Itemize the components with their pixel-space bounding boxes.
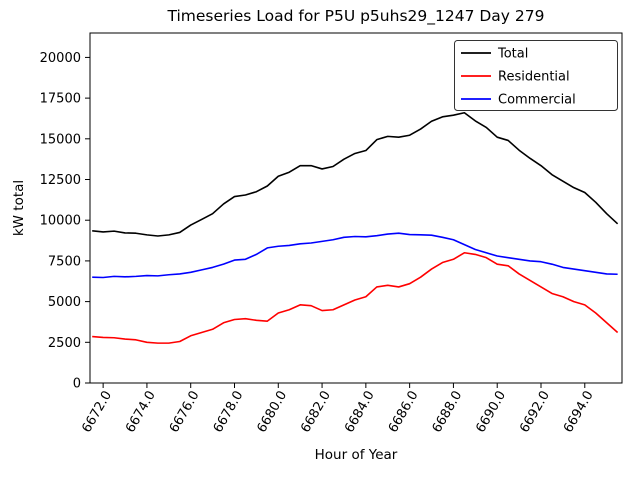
y-tick-label: 12500 [40,173,81,188]
legend-label-commercial: Commercial [498,93,576,108]
y-tick-label: 20000 [40,51,81,66]
y-tick-label: 5000 [48,295,81,310]
x-tick-label: 6688.0 [430,389,466,436]
chart-title: Timeseries Load for P5U p5uhs29_1247 Day… [167,7,545,26]
x-tick-label: 6684.0 [342,389,378,436]
series-line-commercial [92,232,618,279]
y-tick-label: 17500 [40,92,81,107]
y-tick-label: 2500 [48,336,81,351]
x-tick-label: 6672.0 [79,389,115,436]
x-tick-label: 6686.0 [386,389,422,436]
x-tick-label: 6678.0 [211,389,247,436]
series-line-total [92,111,619,237]
x-tick-label: 6674.0 [123,389,159,436]
x-tick-label: 6682.0 [298,389,334,436]
x-tick-label: 6680.0 [254,389,290,436]
y-tick-label: 15000 [40,132,81,147]
legend-label-residential: Residential [498,70,570,85]
x-axis-label: Hour of Year [315,447,398,463]
y-tick-label: 10000 [40,214,81,229]
y-axis-label: kW total [11,180,27,236]
y-tick-label: 7500 [48,254,81,269]
x-tick-label: 6676.0 [167,389,203,436]
x-tick-label: 6690.0 [473,389,509,436]
series-line-residential [92,251,619,344]
x-tick-label: 6692.0 [517,389,553,436]
y-tick-label: 0 [73,377,81,392]
x-tick-label: 6694.0 [561,389,597,436]
legend-label-total: Total [497,47,528,62]
legend-box [454,40,618,111]
legend: Total Residential Commercial [454,40,618,111]
axes-frame [89,32,623,384]
